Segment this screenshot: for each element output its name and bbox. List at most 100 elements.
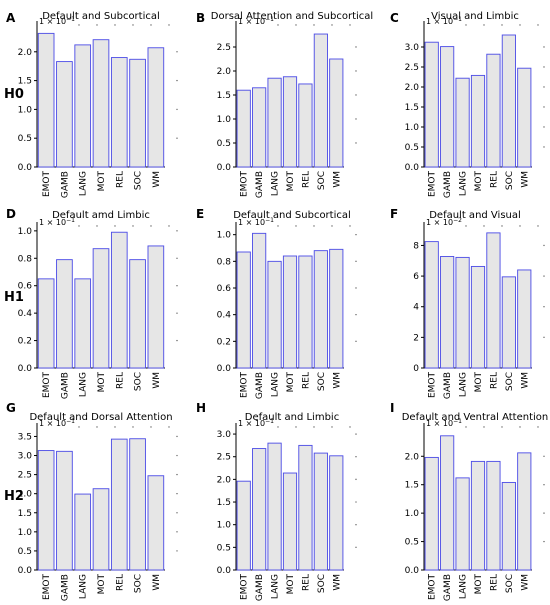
bar-lang bbox=[267, 77, 282, 168]
bar-emot bbox=[37, 278, 55, 369]
x-tick-label: MOT bbox=[474, 574, 484, 595]
panel-letter: A bbox=[6, 11, 16, 25]
y-tick-label: 1.0 bbox=[18, 105, 33, 115]
x-tick-label: LANG bbox=[271, 574, 281, 599]
bar-wm bbox=[517, 269, 532, 369]
grid-dot bbox=[355, 501, 357, 503]
bar-mot bbox=[282, 472, 298, 571]
y-tick-label: 0.5 bbox=[405, 143, 419, 153]
grid-dot bbox=[483, 225, 485, 227]
x-tick-label: WM bbox=[152, 171, 162, 188]
bar-soc bbox=[501, 276, 516, 369]
y-tick-label: 1.0 bbox=[405, 509, 420, 519]
grid-dot bbox=[543, 106, 545, 108]
grid-dot bbox=[132, 225, 134, 227]
panel-title: Default and Subcortical bbox=[233, 210, 351, 221]
y-tick-label: 0.5 bbox=[18, 547, 32, 557]
x-tick-label: GAMB bbox=[60, 574, 70, 601]
x-tick-label: GAMB bbox=[255, 574, 265, 601]
bar-lang bbox=[455, 256, 470, 369]
x-tick-label: GAMB bbox=[60, 171, 70, 198]
bar-wm bbox=[147, 475, 165, 571]
x-tick-label: SOC bbox=[505, 574, 515, 593]
y-tick-label: 0.0 bbox=[217, 163, 232, 173]
bar-emot bbox=[424, 241, 439, 369]
grid-dot bbox=[168, 24, 170, 26]
grid-dot bbox=[295, 426, 297, 428]
grid-dot bbox=[355, 340, 357, 343]
x-tick-label: SOC bbox=[317, 171, 327, 190]
grid-dot bbox=[543, 455, 545, 457]
grid-dot bbox=[355, 546, 357, 549]
y-tick-label: 1.5 bbox=[18, 77, 32, 87]
bar-lang bbox=[267, 442, 282, 571]
grid-dot bbox=[355, 118, 357, 120]
x-tick-label: LANG bbox=[79, 372, 89, 397]
x-tick-label: REL bbox=[301, 574, 311, 591]
y-tick-label: 3.0 bbox=[217, 430, 232, 440]
x-tick-label: SOC bbox=[317, 574, 327, 593]
grid-dot bbox=[543, 46, 545, 48]
bar-gamb bbox=[252, 87, 267, 168]
y-tick-label: 4 bbox=[413, 303, 419, 313]
x-tick-label: WM bbox=[332, 372, 342, 389]
bar-soc bbox=[129, 438, 146, 571]
y-tick-label: 8 bbox=[413, 241, 419, 251]
x-tick-label: WM bbox=[332, 171, 342, 188]
y-tick-label: 1.0 bbox=[18, 528, 33, 538]
bar-soc bbox=[313, 452, 328, 571]
grid-dot bbox=[519, 225, 521, 227]
x-tick-label: LANG bbox=[271, 171, 281, 196]
grid-dot bbox=[176, 339, 178, 342]
bar-rel bbox=[486, 53, 501, 168]
bar-soc bbox=[501, 34, 516, 168]
axis-multiplier: 1 × 10−2 bbox=[426, 217, 462, 227]
x-tick-label: GAMB bbox=[255, 171, 265, 198]
y-tick-label: 0.0 bbox=[217, 364, 232, 374]
y-tick-label: 0.5 bbox=[405, 538, 419, 548]
y-tick-label: 0.2 bbox=[217, 337, 231, 347]
x-tick-label: WM bbox=[152, 372, 162, 389]
bar-wm bbox=[329, 58, 344, 168]
y-tick-label: 3.5 bbox=[18, 432, 32, 442]
panel-letter: F bbox=[390, 207, 398, 221]
grid-dot bbox=[465, 24, 467, 26]
grid-dot bbox=[537, 24, 539, 26]
bar-wm bbox=[147, 245, 165, 369]
panel-title: Visual and Limbic bbox=[431, 11, 519, 22]
x-tick-label: REL bbox=[115, 171, 125, 188]
x-tick-label: LANG bbox=[271, 372, 281, 397]
panel-letter: H bbox=[196, 401, 206, 415]
grid-dot bbox=[114, 225, 116, 227]
grid-dot bbox=[331, 426, 333, 428]
grid-dot bbox=[501, 426, 503, 428]
bar-lang bbox=[455, 477, 470, 571]
y-tick-label: 1.5 bbox=[217, 498, 231, 508]
x-tick-label: MOT bbox=[286, 171, 296, 192]
y-tick-label: 2 bbox=[413, 333, 419, 343]
panel-letter: D bbox=[6, 207, 16, 221]
x-tick-label: MOT bbox=[286, 372, 296, 393]
grid-dot bbox=[176, 257, 178, 259]
y-tick-label: 1.0 bbox=[405, 123, 420, 133]
grid-dot bbox=[277, 24, 279, 26]
x-tick-label: SOC bbox=[317, 372, 327, 391]
x-tick-label: WM bbox=[152, 574, 162, 591]
grid-dot bbox=[96, 426, 98, 428]
bar-wm bbox=[517, 452, 532, 571]
bar-mot bbox=[470, 74, 486, 168]
bar-emot bbox=[37, 450, 55, 571]
panel-title: Default amd Limbic bbox=[52, 210, 150, 221]
x-tick-label: LANG bbox=[79, 574, 89, 599]
x-tick-label: SOC bbox=[134, 372, 144, 391]
panel-letter: G bbox=[6, 401, 16, 415]
axis-multiplier: 1 × 10−1 bbox=[426, 418, 462, 428]
y-tick-label: 1.0 bbox=[217, 115, 232, 125]
bar-soc bbox=[129, 259, 146, 369]
panel-title: Default and Visual bbox=[429, 210, 521, 221]
